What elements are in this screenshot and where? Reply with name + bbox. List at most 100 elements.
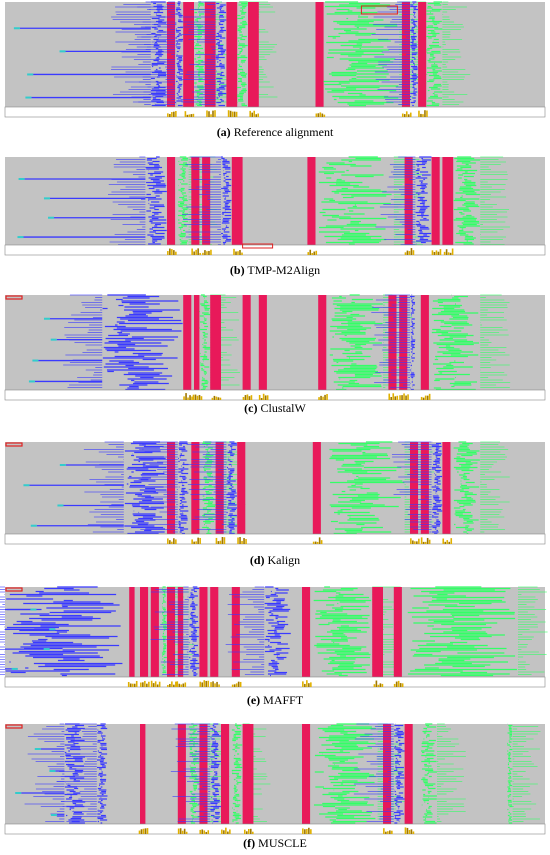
conservation-bar — [146, 683, 148, 687]
conservation-bar — [424, 110, 426, 117]
conservation-bar — [375, 680, 378, 687]
conservation-bar — [266, 395, 269, 400]
conserved-column — [248, 2, 259, 107]
conservation-bar — [154, 681, 157, 687]
sequence-start — [32, 359, 39, 362]
conservation-bar — [431, 250, 434, 255]
conserved-column — [167, 587, 176, 677]
conservation-bar — [395, 681, 398, 687]
caption-a: (a) Reference alignment — [217, 125, 334, 139]
conservation-bar — [443, 251, 446, 255]
conservation-bar — [248, 396, 251, 400]
conservation-bar — [233, 111, 236, 117]
conserved-column — [221, 724, 230, 824]
conservation-bar — [381, 683, 384, 687]
conservation-bar — [177, 828, 180, 834]
conservation-bar — [426, 395, 429, 400]
conserved-column — [140, 587, 149, 677]
conservation-bar — [448, 541, 451, 544]
conservation-bar — [175, 681, 177, 687]
conservation-bar — [201, 682, 204, 687]
conservation-bar — [435, 250, 438, 255]
conservation-bar — [214, 683, 216, 687]
conservation-bar — [404, 827, 407, 834]
conservation-bar — [407, 114, 410, 117]
conservation-bar — [241, 540, 243, 544]
sequence-start — [23, 484, 30, 487]
conservation-bar — [410, 538, 412, 544]
conservation-bar — [206, 110, 208, 117]
conservation-bar — [231, 684, 234, 687]
conservation-bar — [244, 829, 246, 834]
conservation-bar — [428, 539, 431, 544]
conservation-bar — [127, 681, 130, 687]
conservation-bar — [387, 831, 389, 834]
conservation-bar — [169, 540, 171, 544]
alignment-panel — [4, 294, 546, 401]
conservation-bar — [239, 681, 242, 687]
conservation-bar — [251, 112, 253, 117]
conservation-bar — [420, 537, 423, 544]
conservation-bar — [412, 250, 415, 255]
conservation-bar — [144, 828, 147, 834]
conservation-bar — [320, 395, 322, 400]
highlight-box — [242, 243, 274, 249]
conservation-bar — [246, 394, 249, 400]
conservation-bar — [199, 538, 201, 544]
alignment-background — [5, 442, 545, 534]
conservation-bar — [244, 395, 247, 400]
conservation-bar — [179, 828, 182, 834]
conservation-bar — [311, 252, 314, 255]
conservation-bar — [446, 540, 449, 544]
conserved-column — [312, 442, 321, 534]
conservation-bar — [433, 252, 436, 255]
conserved-column — [258, 295, 267, 390]
conservation-bar — [407, 394, 409, 400]
sequence-start — [30, 608, 37, 611]
conservation-bar — [186, 114, 189, 117]
conservation-bar — [210, 682, 212, 687]
conservation-bar — [424, 541, 427, 544]
conservation-bar — [418, 110, 420, 117]
conservation-bar — [191, 539, 193, 544]
alignment-panel — [4, 1, 546, 118]
conservation-bar — [306, 680, 308, 687]
panel-caption: Reference alignment — [234, 125, 334, 139]
conservation-bar — [405, 111, 408, 117]
conservation-bar — [237, 681, 240, 687]
conservation-bar — [426, 110, 428, 117]
conservation-bar — [308, 827, 310, 834]
conservation-bar — [414, 541, 416, 544]
conservation-bar — [422, 114, 424, 117]
conservation-bar — [310, 682, 312, 687]
conservation-strip — [4, 676, 546, 688]
conserved-column — [231, 587, 240, 677]
conservation-bar — [313, 251, 316, 255]
conservation-bar — [253, 110, 255, 117]
sequence-start — [11, 667, 18, 670]
conserved-column — [210, 295, 221, 390]
conserved-column — [242, 295, 251, 390]
conservation-bar — [208, 111, 210, 117]
conserved-column — [393, 587, 402, 677]
conservation-bar — [223, 537, 226, 544]
conservation-bar — [396, 395, 399, 400]
caption-b: (b) TMP-M2Align — [230, 263, 320, 277]
conservation-bar — [260, 397, 263, 400]
conservation-bar — [237, 251, 239, 255]
conserved-column — [410, 442, 419, 534]
conservation-bar — [178, 683, 181, 687]
conserved-column — [140, 724, 146, 824]
conservation-bar — [175, 111, 177, 117]
conservation-bar — [217, 541, 220, 544]
conservation-bar — [264, 395, 267, 400]
conservation-bar — [205, 831, 208, 834]
conservation-strip — [4, 106, 546, 118]
conservation-bar — [392, 393, 395, 400]
panel-caption: MUSCLE — [258, 836, 307, 850]
sequence-start — [13, 27, 20, 30]
conservation-bar — [198, 394, 201, 400]
conservation-bar — [223, 830, 225, 834]
conservation-bar — [401, 113, 404, 117]
